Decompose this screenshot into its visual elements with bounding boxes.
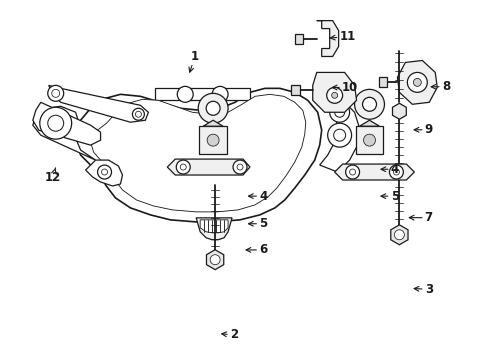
Circle shape [132,108,144,120]
Polygon shape [294,33,302,44]
Polygon shape [155,88,249,100]
Polygon shape [316,21,338,57]
Polygon shape [334,164,413,180]
Text: 4: 4 [248,190,267,203]
Circle shape [210,255,220,265]
Text: 3: 3 [413,283,432,296]
Circle shape [412,78,421,86]
Circle shape [345,165,359,179]
Polygon shape [33,102,101,145]
Polygon shape [90,94,305,212]
Polygon shape [319,98,359,172]
Circle shape [333,129,345,141]
Text: 2: 2 [221,328,238,341]
Circle shape [212,86,227,102]
Text: 8: 8 [430,80,449,93]
Circle shape [40,107,72,139]
Circle shape [48,85,63,101]
Text: 7: 7 [408,211,432,224]
Circle shape [407,72,427,92]
Circle shape [327,123,351,147]
Polygon shape [397,60,436,104]
Text: 4: 4 [380,163,398,176]
Circle shape [102,169,107,175]
Circle shape [349,169,355,175]
Circle shape [363,134,375,146]
Circle shape [331,92,337,98]
Circle shape [362,97,376,111]
Polygon shape [390,225,407,245]
Circle shape [329,102,349,122]
Circle shape [207,134,219,146]
Circle shape [237,164,243,170]
Text: 10: 10 [332,81,357,94]
Polygon shape [359,120,379,126]
Circle shape [394,230,404,240]
Circle shape [176,160,190,174]
Circle shape [48,115,63,131]
Polygon shape [355,126,383,154]
Circle shape [98,165,111,179]
Text: 12: 12 [45,168,61,184]
Polygon shape [196,218,232,240]
Polygon shape [290,85,299,95]
Circle shape [326,87,342,103]
Circle shape [334,107,344,117]
Circle shape [233,160,246,174]
Polygon shape [206,250,224,270]
Polygon shape [49,85,148,122]
Text: 5: 5 [248,217,267,230]
Circle shape [354,89,384,119]
Circle shape [177,86,193,102]
Polygon shape [85,160,122,186]
Circle shape [198,93,227,123]
Polygon shape [33,106,95,160]
Circle shape [388,165,403,179]
Text: 9: 9 [413,123,432,136]
Circle shape [52,89,60,97]
Polygon shape [203,120,223,126]
Text: 5: 5 [380,190,398,203]
Polygon shape [199,126,226,154]
Text: 1: 1 [188,50,199,72]
Text: 11: 11 [330,30,355,43]
Text: 6: 6 [245,243,267,256]
Circle shape [393,169,399,175]
Circle shape [135,111,141,117]
Polygon shape [200,220,227,233]
Polygon shape [379,77,386,87]
Polygon shape [76,88,321,222]
Polygon shape [312,72,356,112]
Circle shape [180,164,186,170]
Circle shape [206,101,220,115]
Polygon shape [392,103,406,119]
Polygon shape [167,159,249,175]
